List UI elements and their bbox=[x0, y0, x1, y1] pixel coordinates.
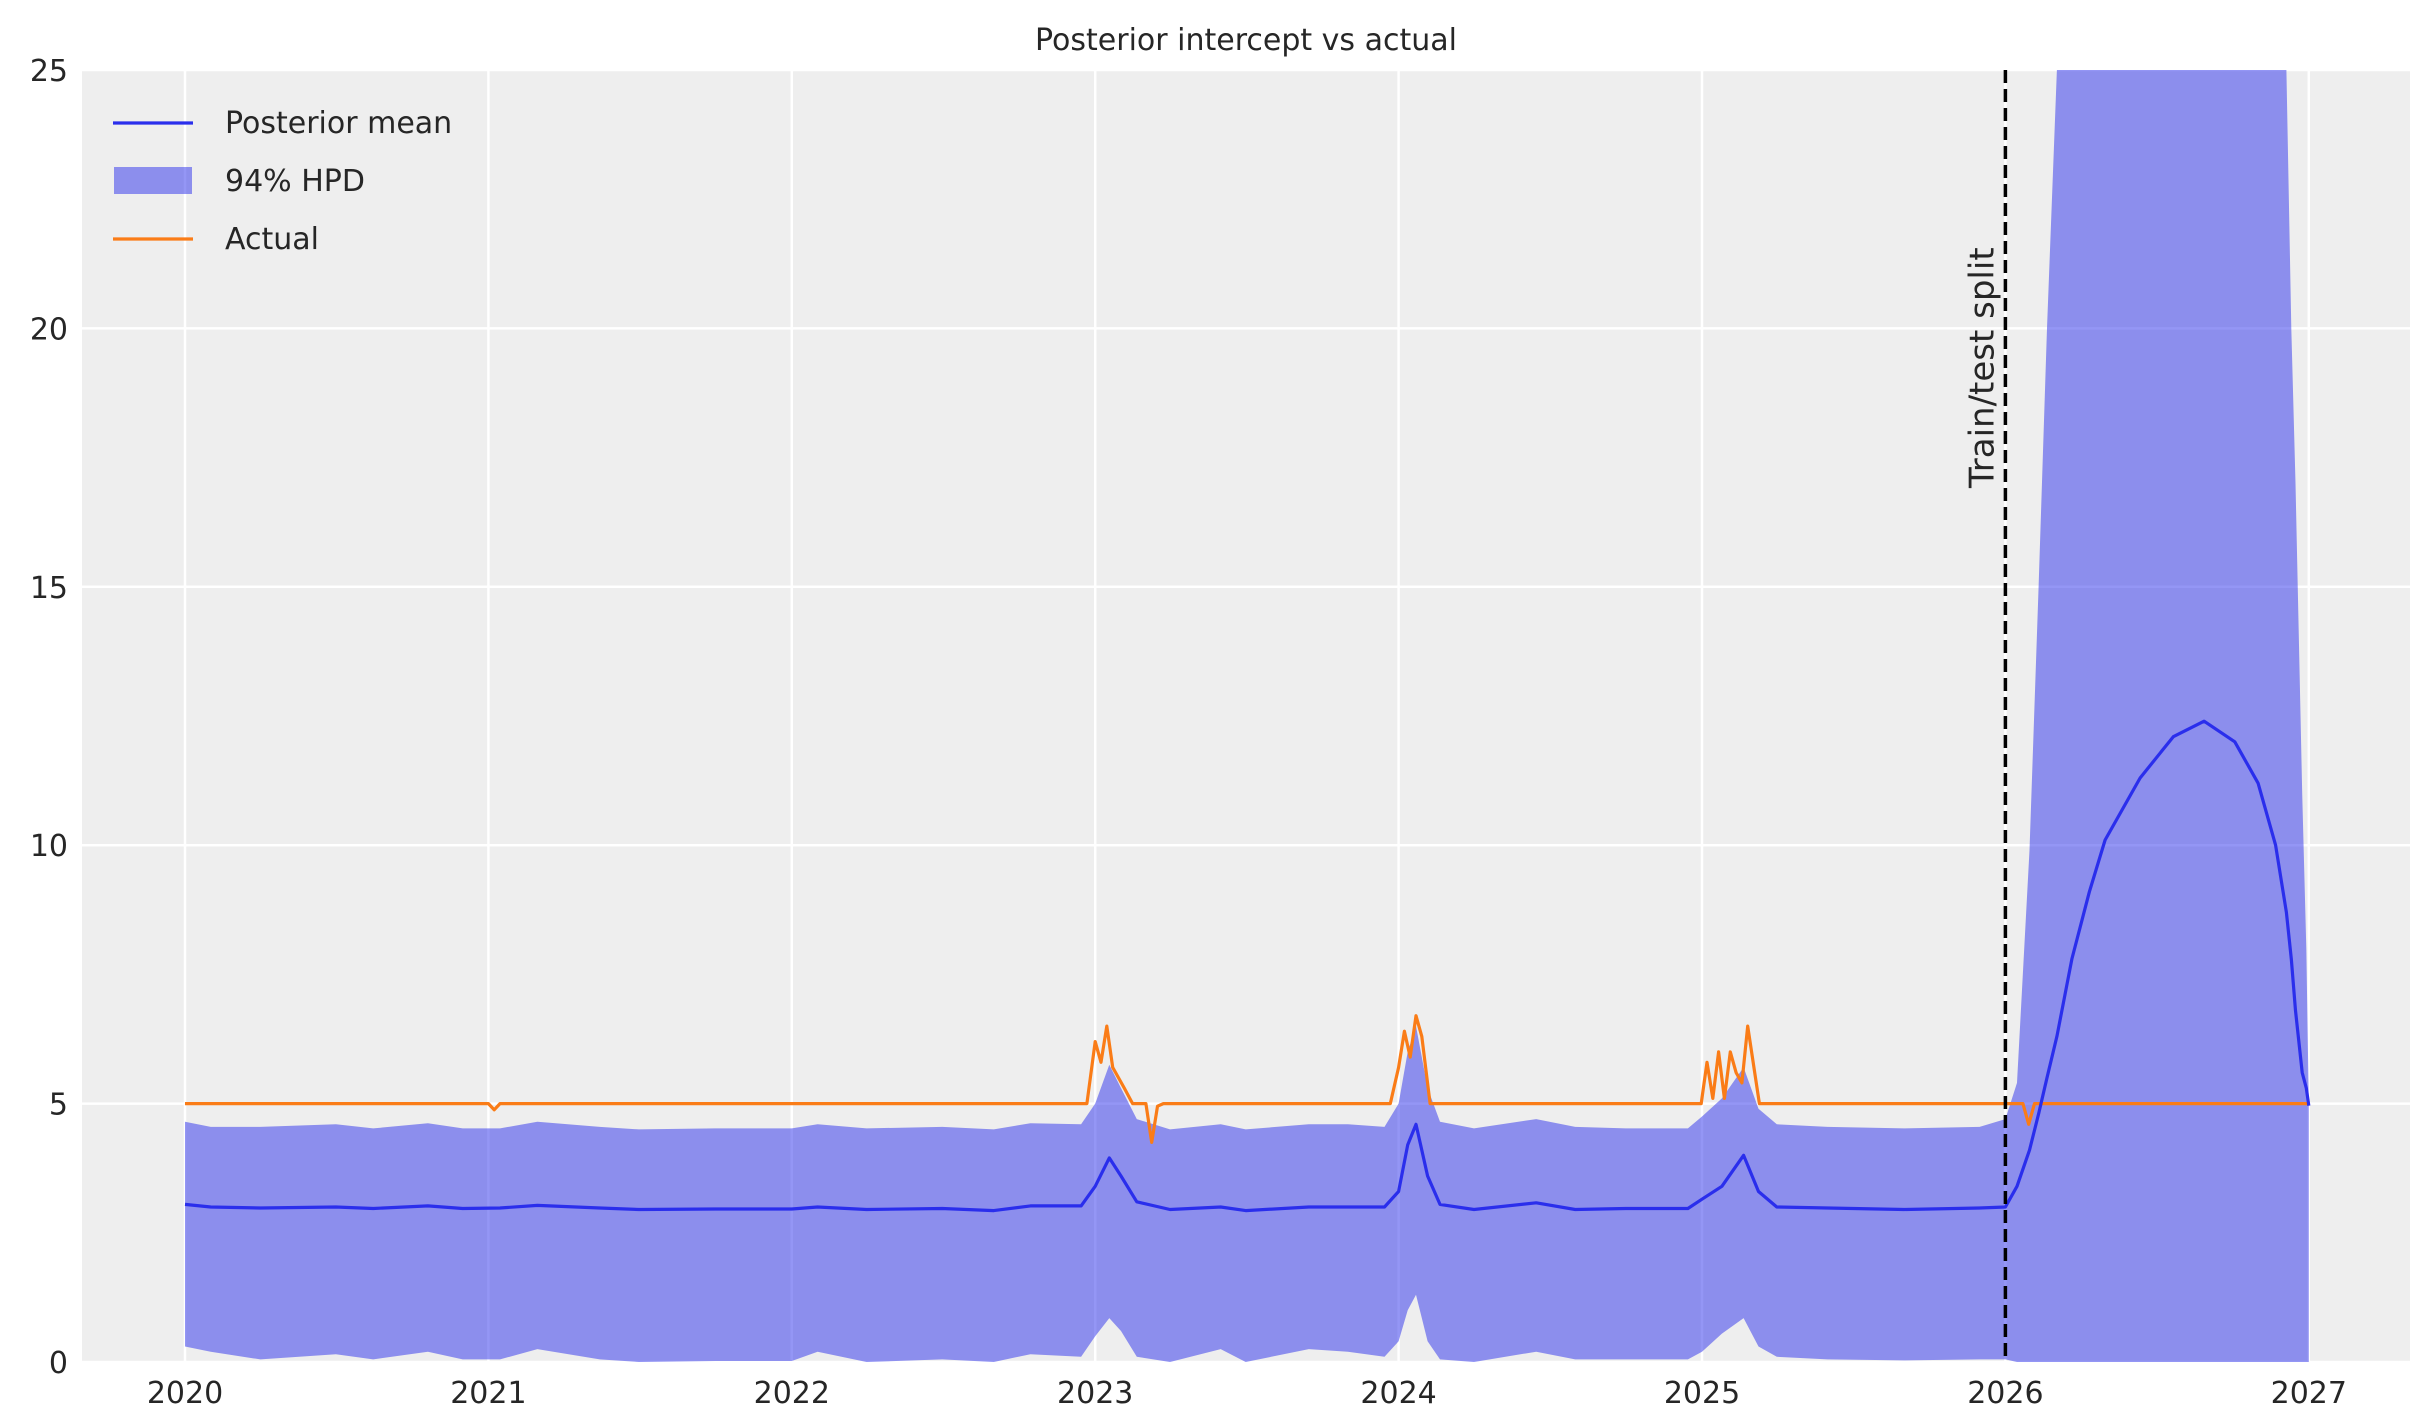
legend-swatch-hpd bbox=[114, 167, 192, 194]
y-tick-label: 10 bbox=[30, 829, 68, 864]
y-tick-label: 15 bbox=[30, 571, 68, 606]
y-axis-ticks: 0 5 10 15 20 25 bbox=[30, 54, 68, 1381]
x-tick-label: 2024 bbox=[1360, 1376, 1436, 1411]
actual-line bbox=[185, 1014, 2309, 1144]
legend-label-mean: Posterior mean bbox=[225, 106, 452, 141]
x-tick-label: 2027 bbox=[2271, 1376, 2347, 1411]
y-tick-label: 0 bbox=[49, 1346, 68, 1381]
posterior-mean-line bbox=[184, 719, 2311, 1213]
x-tick-label: 2020 bbox=[147, 1376, 223, 1411]
y-tick-label: 25 bbox=[30, 54, 68, 89]
legend-label-hpd: 94% HPD bbox=[225, 164, 365, 199]
chart-title: Posterior intercept vs actual bbox=[1035, 23, 1457, 58]
train-test-split-label: Train/test split bbox=[1962, 247, 2002, 489]
x-axis-ticks: 2020 2021 2022 2023 2024 2025 2026 2027 bbox=[147, 1376, 2347, 1411]
y-tick-label: 20 bbox=[30, 312, 68, 347]
x-tick-label: 2021 bbox=[450, 1376, 526, 1411]
x-tick-label: 2022 bbox=[754, 1376, 830, 1411]
hpd-band bbox=[185, 70, 2309, 1362]
x-tick-label: 2026 bbox=[1967, 1376, 2043, 1411]
x-tick-label: 2023 bbox=[1057, 1376, 1133, 1411]
y-tick-label: 5 bbox=[49, 1088, 68, 1123]
x-tick-label: 2025 bbox=[1664, 1376, 1740, 1411]
legend-label-actual: Actual bbox=[225, 222, 319, 257]
legend: Posterior mean 94% HPD Actual bbox=[113, 106, 452, 257]
